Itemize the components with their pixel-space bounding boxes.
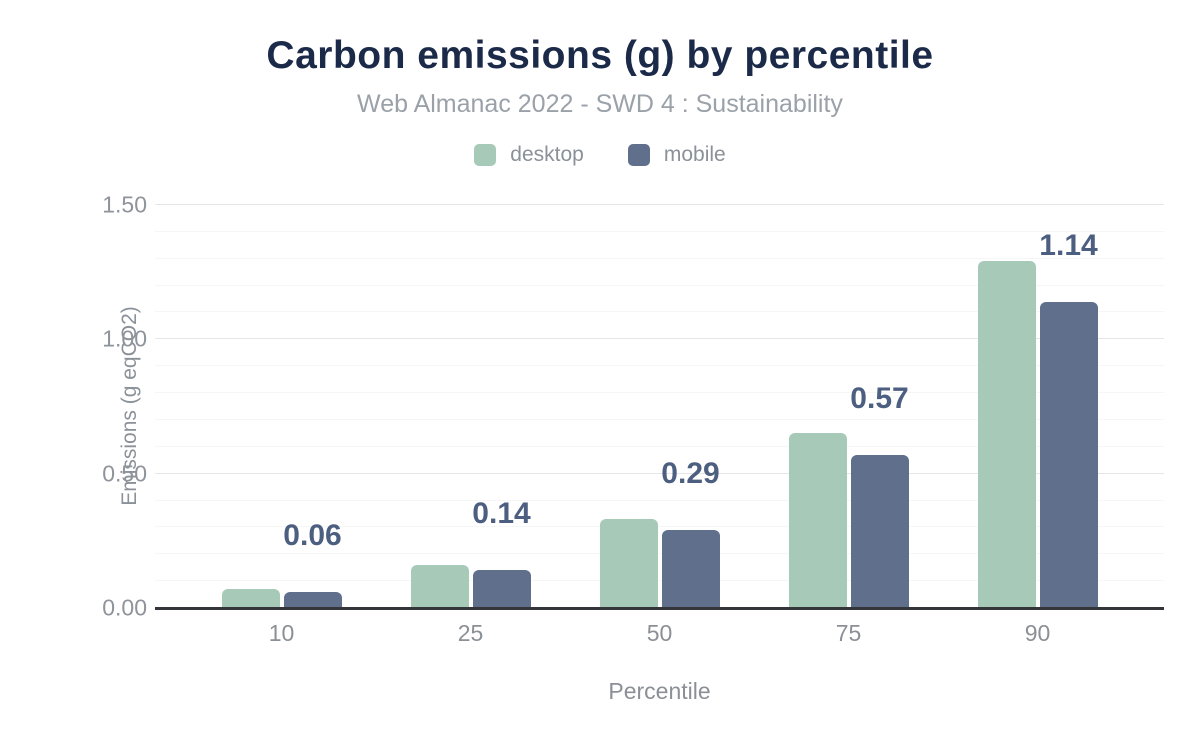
- x-axis-tick-label: 90: [1024, 620, 1051, 646]
- mobile-bar[interactable]: [472, 570, 531, 608]
- bar-value-label: 0.29: [661, 457, 720, 491]
- minor-gridline: [155, 499, 1164, 501]
- y-axis-tick-label: 0.50: [102, 460, 147, 487]
- minor-gridline: [155, 311, 1164, 313]
- desktop-bar[interactable]: [977, 261, 1036, 608]
- minor-gridline: [155, 445, 1164, 447]
- plot-area: 0.00 0.50 1.00 1.50 0.06 10 0.14 25 0.29 50 0.57 75…: [102, 192, 1164, 646]
- mobile-bar[interactable]: [1039, 301, 1098, 608]
- chart-subtitle: Web Almanac 2022 - SWD 4 : Sustainabilit…: [357, 90, 843, 118]
- mobile-bar[interactable]: [283, 591, 342, 608]
- y-axis-tick-label: 0.00: [102, 594, 147, 621]
- desktop-bar[interactable]: [599, 519, 658, 608]
- minor-gridline: [155, 418, 1164, 420]
- major-gridline: [155, 204, 1164, 205]
- major-gridline: [155, 338, 1164, 340]
- minor-gridline: [155, 392, 1164, 394]
- mobile-series-swatch-icon: [627, 144, 650, 166]
- minor-gridline: [155, 365, 1164, 367]
- legend-label-desktop: desktop: [510, 143, 584, 166]
- y-axis-tick-label: 1.50: [102, 191, 147, 218]
- y-axis-tick-label: 1.00: [102, 325, 147, 352]
- x-axis-tick-label: 50: [646, 620, 673, 646]
- mobile-bar[interactable]: [850, 454, 909, 608]
- desktop-bar[interactable]: [221, 589, 280, 608]
- minor-gridline: [155, 580, 1164, 582]
- x-axis-tick-label: 75: [835, 620, 862, 646]
- desktop-bar[interactable]: [410, 565, 469, 608]
- bar-value-label: 0.06: [283, 518, 342, 552]
- legend: desktop mobile: [0, 143, 1200, 167]
- minor-gridline: [155, 553, 1164, 555]
- desktop-series-swatch-icon: [474, 144, 497, 166]
- bar-value-label: 0.14: [472, 497, 531, 531]
- minor-gridline: [155, 526, 1164, 528]
- minor-gridline: [155, 257, 1164, 259]
- minor-gridline: [155, 284, 1164, 286]
- legend-item-desktop[interactable]: desktop: [474, 143, 584, 167]
- chart-title: Carbon emissions (g) by percentile: [266, 34, 934, 77]
- x-axis-tick-label: 10: [268, 620, 295, 646]
- mobile-bar[interactable]: [661, 530, 720, 608]
- legend-item-mobile[interactable]: mobile: [627, 143, 726, 167]
- legend-label-mobile: mobile: [663, 143, 726, 166]
- bar-value-label: 0.57: [850, 381, 909, 415]
- x-axis-tick-label: 25: [457, 620, 484, 646]
- minor-gridline: [155, 230, 1164, 232]
- desktop-bar[interactable]: [788, 433, 847, 608]
- bar-value-label: 1.14: [1039, 228, 1098, 262]
- x-axis-title: Percentile: [608, 678, 711, 704]
- major-gridline: [155, 472, 1164, 474]
- x-axis-line: [155, 607, 1164, 610]
